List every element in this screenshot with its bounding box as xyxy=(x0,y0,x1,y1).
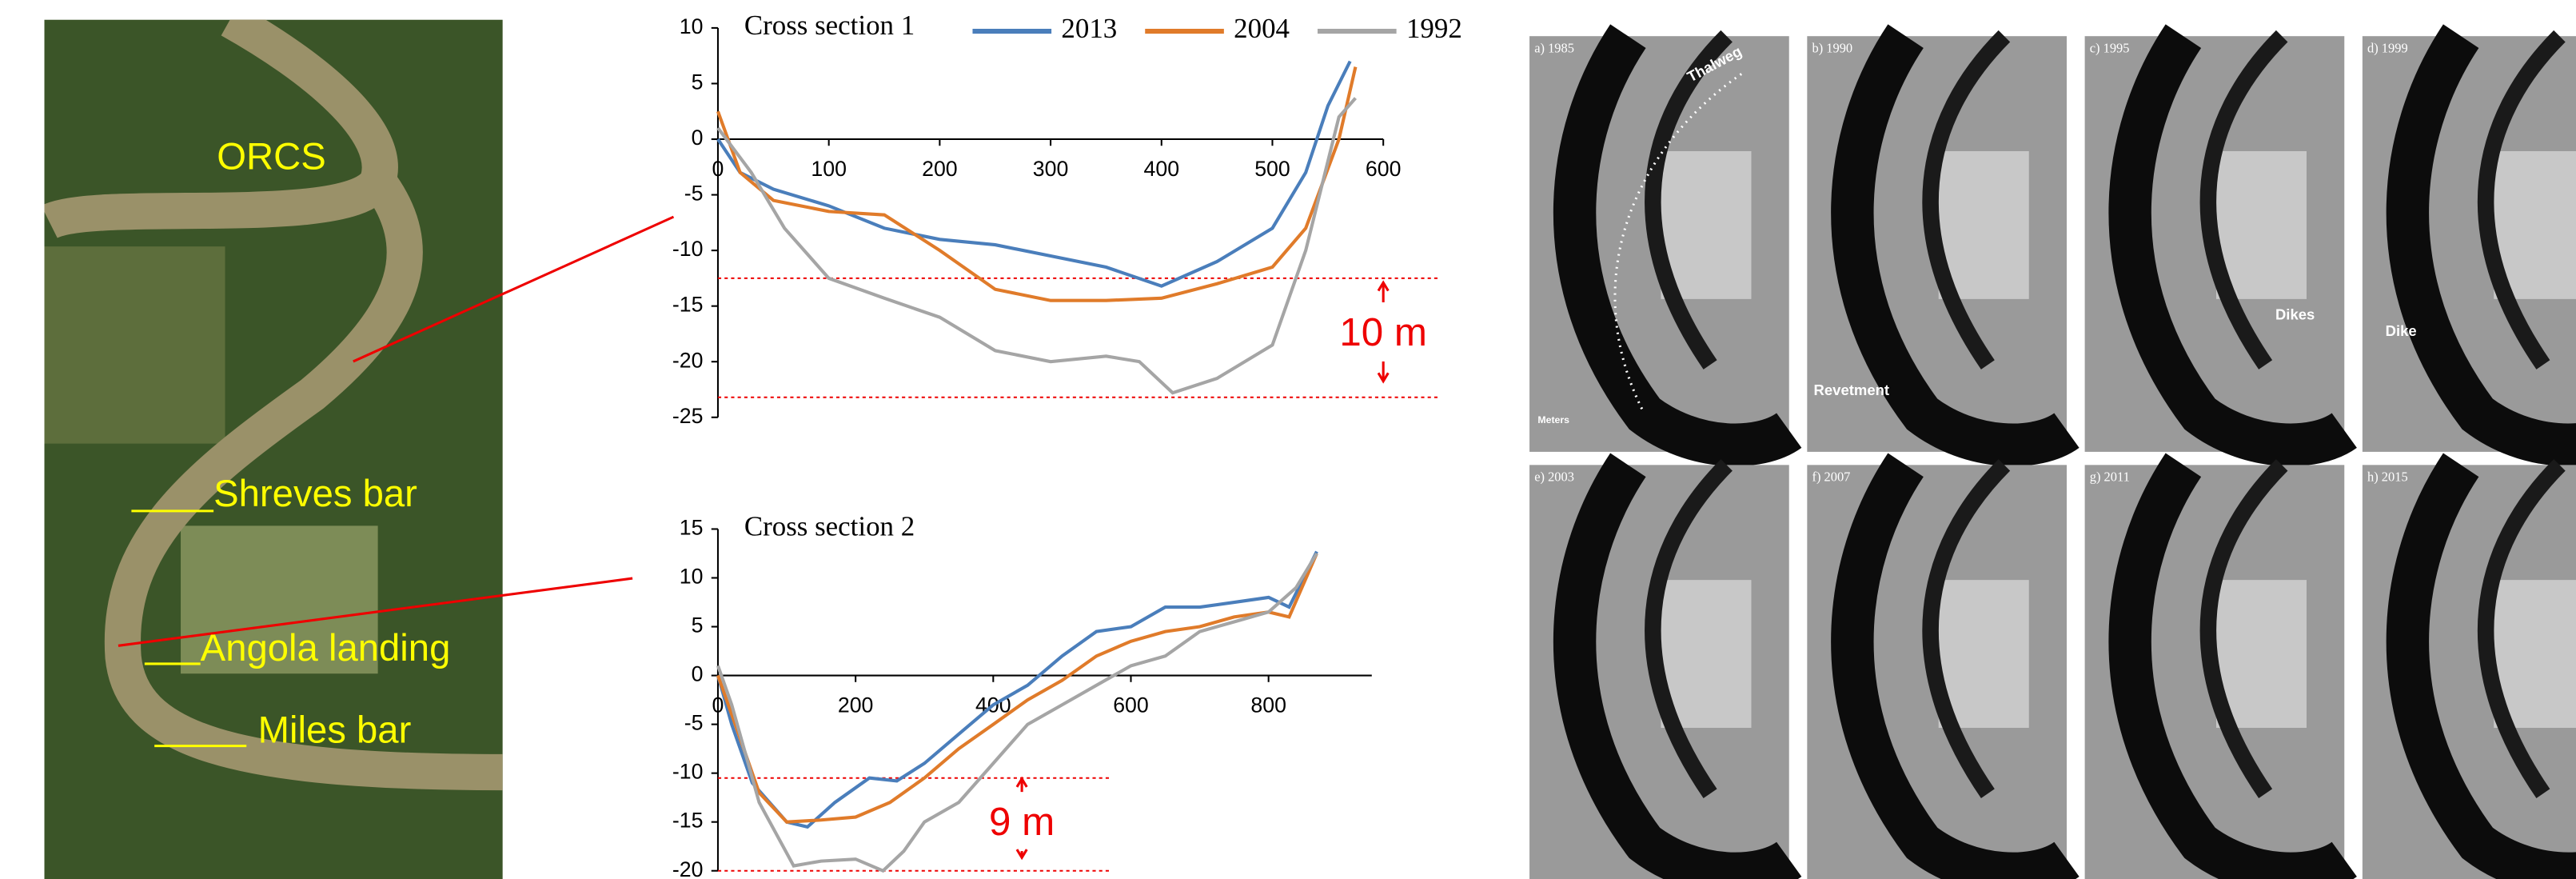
panel-label: f) 2007 xyxy=(1812,469,1850,485)
panel-label: h) 2015 xyxy=(2367,469,2408,485)
legend-label: 2013 xyxy=(1061,13,1117,44)
x-tick-label: 300 xyxy=(1033,157,1069,181)
y-tick-label: 10 xyxy=(680,565,704,589)
legend-label: 2004 xyxy=(1234,13,1290,44)
x-tick-label: 0 xyxy=(712,157,724,181)
y-tick-label: -10 xyxy=(672,237,704,261)
series-line xyxy=(718,553,1317,822)
y-tick-label: -20 xyxy=(672,348,704,372)
y-tick-label: 10 xyxy=(680,14,704,38)
x-tick-label: 600 xyxy=(1366,157,1402,181)
image-panel: a) 1985 xyxy=(1529,36,1789,452)
x-tick-label: 200 xyxy=(838,693,874,717)
x-tick-label: 800 xyxy=(1250,693,1286,717)
image-panel: g) 2011 xyxy=(2085,465,2345,879)
legend-label: 1992 xyxy=(1406,13,1462,44)
series-line xyxy=(718,98,1355,394)
y-tick-label: 0 xyxy=(692,662,704,686)
panel-label: e) 2003 xyxy=(1534,469,1574,485)
y-tick-label: -10 xyxy=(672,760,704,784)
field xyxy=(44,246,225,444)
panel-label: d) 1999 xyxy=(2367,40,2408,55)
field-patch xyxy=(2216,151,2307,299)
y-tick-label: 0 xyxy=(692,126,704,150)
series-line xyxy=(718,67,1355,301)
field-patch xyxy=(1661,580,1751,728)
chart-title: Cross section 2 xyxy=(744,510,915,541)
panel-label: g) 2011 xyxy=(2090,469,2130,485)
y-tick-label: 5 xyxy=(692,70,704,94)
panel-note: Revetment xyxy=(1814,382,1890,398)
y-tick-label: -20 xyxy=(672,857,704,879)
y-tick-label: -25 xyxy=(672,404,704,428)
map-label: Miles bar xyxy=(258,709,412,752)
y-tick-label: -5 xyxy=(684,182,704,206)
figure: ORCS Shreves bar Angola landing Miles bar -2… xyxy=(0,0,2576,879)
image-panel: f) 2007 xyxy=(1807,465,2067,879)
x-tick-label: 0 xyxy=(712,693,724,717)
field-patch xyxy=(1939,151,2029,299)
image-panel: d) 1999 xyxy=(2363,36,2576,452)
annotation: 10 m xyxy=(1339,310,1427,354)
panel-note: Dike xyxy=(2386,322,2417,339)
map-label: ORCS xyxy=(217,136,326,178)
annotation: 9 m xyxy=(989,800,1055,844)
y-tick-label: -15 xyxy=(672,809,704,833)
chart-title: Cross section 1 xyxy=(744,10,915,41)
y-tick-label: -15 xyxy=(672,293,704,317)
panel-note: Meters xyxy=(1537,414,1569,426)
x-tick-label: 600 xyxy=(1113,693,1149,717)
map-label: Angola landing xyxy=(201,627,451,669)
field-patch xyxy=(1661,151,1751,299)
x-tick-label: 400 xyxy=(1144,157,1180,181)
panel-note: Dikes xyxy=(2275,306,2315,322)
panel-label: c) 1995 xyxy=(2090,40,2130,55)
x-tick-label: 100 xyxy=(811,157,847,181)
field-patch xyxy=(2216,580,2307,728)
y-tick-label: 5 xyxy=(692,613,704,637)
panel-label: b) 1990 xyxy=(1812,40,1852,55)
x-tick-label: 200 xyxy=(922,157,958,181)
image-panel: h) 2015 xyxy=(2363,465,2576,879)
field-patch xyxy=(1939,580,2029,728)
image-panel: c) 1995 xyxy=(2085,36,2345,452)
page: {"map": {"labels": ["ORCS", "Shreves bar… xyxy=(0,0,2576,879)
y-tick-label: -5 xyxy=(684,711,704,735)
x-tick-label: 500 xyxy=(1254,157,1290,181)
image-panel: e) 2003 xyxy=(1529,465,1789,879)
map-label: Shreves bar xyxy=(213,473,417,515)
panel-label: a) 1985 xyxy=(1534,40,1574,55)
y-tick-label: 15 xyxy=(680,516,704,540)
